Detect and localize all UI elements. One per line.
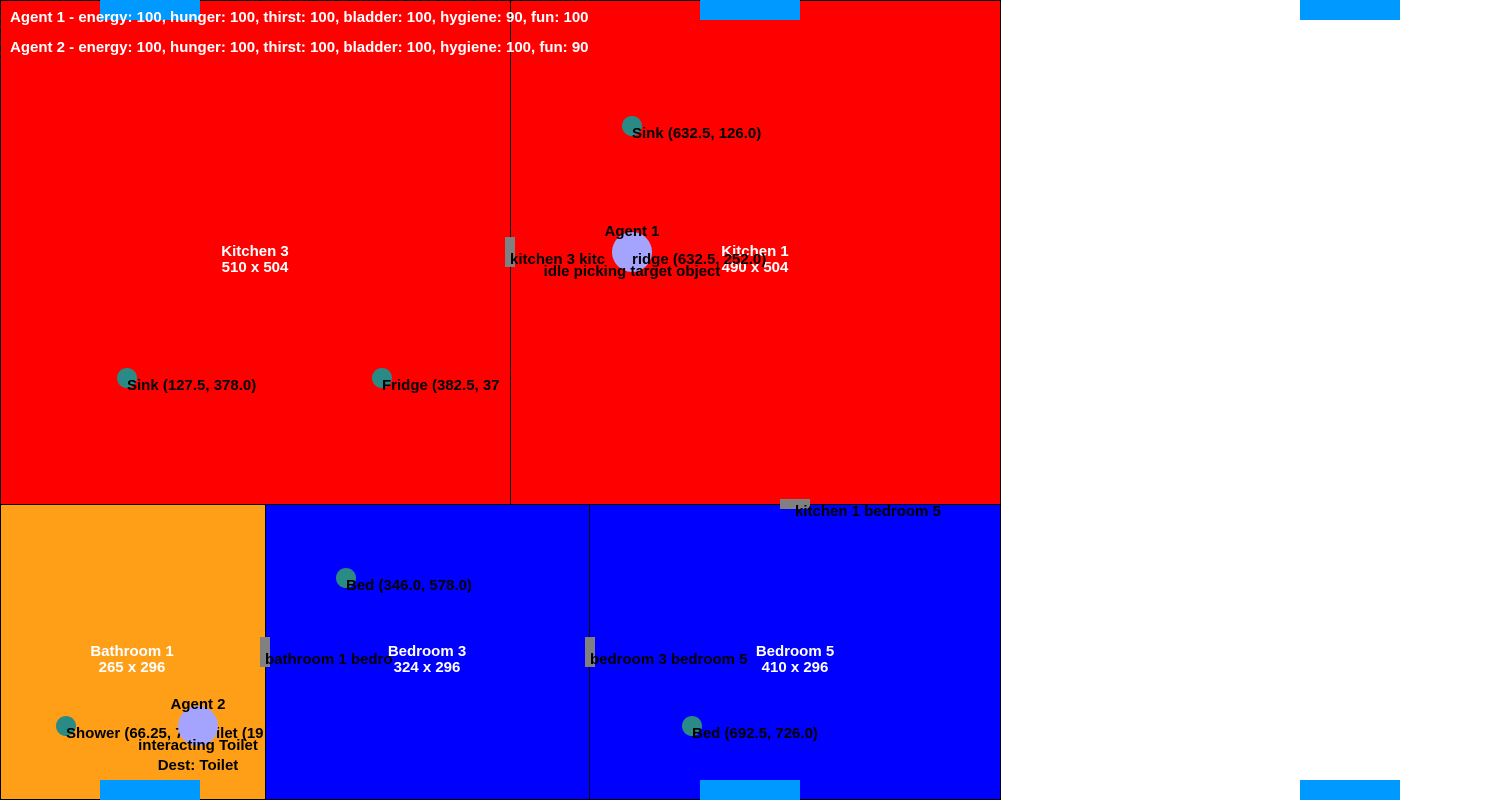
bed-label: Bed (346.0, 578.0) xyxy=(346,577,472,594)
door-kitchen-1-bedroom-5[interactable] xyxy=(780,499,810,509)
door-label: bedroom 3 bedroom 5 xyxy=(590,651,748,668)
room-size: 510 x 504 xyxy=(221,259,289,276)
room-size: 410 x 296 xyxy=(761,659,829,676)
room-name: Kitchen 1 xyxy=(721,243,789,260)
agent-1-status: idle picking target object xyxy=(543,263,721,280)
room-label-bathroom-1: Bathroom 1 265 x 296 xyxy=(90,644,173,676)
bed-object[interactable] xyxy=(682,716,702,736)
agent-2-name: Agent 2 xyxy=(170,696,226,713)
agent-2-status: interacting Toilet xyxy=(138,737,258,754)
vent-bottom-bedroom-5 xyxy=(700,780,800,800)
room-size: 490 x 504 xyxy=(721,259,789,276)
sink-label: Sink (127.5, 378.0) xyxy=(127,377,257,394)
room-label-kitchen-1: Kitchen 1 490 x 504 xyxy=(721,244,789,276)
door-kitchen-3-kitchen-1[interactable] xyxy=(505,237,515,267)
vent-top-kitchen-3 xyxy=(100,0,200,20)
sink-object[interactable] xyxy=(622,116,642,136)
vent-top-kitchen-1 xyxy=(700,0,800,20)
room-name: Bedroom 3 xyxy=(387,643,467,660)
room-size: 324 x 296 xyxy=(393,659,461,676)
agent-1[interactable] xyxy=(612,232,652,272)
agent-1-stats: Agent 1 - energy: 100, hunger: 100, thir… xyxy=(10,9,589,26)
room-label-bedroom-5: Bedroom 5 410 x 296 xyxy=(756,644,834,676)
door-label: bathroom 1 bedro xyxy=(265,651,393,668)
shower-label: Shower (66.25, 7 xyxy=(66,725,184,742)
room-kitchen-1 xyxy=(510,0,1001,505)
agent-1-name: Agent 1 xyxy=(604,223,660,240)
room-label-kitchen-3: Kitchen 3 510 x 504 xyxy=(221,244,289,276)
room-name: Kitchen 3 xyxy=(221,243,289,260)
fridge-label: Fridge (382.5, 37 xyxy=(382,377,500,394)
vent-bottom-outside xyxy=(1300,780,1400,800)
sink-object[interactable] xyxy=(117,368,137,388)
toilet-label: ilet (19 xyxy=(216,725,264,742)
door-bedroom-3-bedroom-5[interactable] xyxy=(585,637,595,667)
vent-bottom-bathroom-1 xyxy=(100,780,200,800)
fridge-object[interactable] xyxy=(372,368,392,388)
room-name: Bedroom 5 xyxy=(755,643,835,660)
room-kitchen-3 xyxy=(0,0,511,505)
agent-2-destination: Dest: Toilet xyxy=(157,757,239,774)
sink-label: Sink (632.5, 126.0) xyxy=(632,125,762,142)
room-label-bedroom-3: Bedroom 3 324 x 296 xyxy=(388,644,466,676)
door-label: kitchen 3 kitc xyxy=(510,251,606,268)
bed-label: Bed (692.5, 726.0) xyxy=(692,725,818,742)
door-label: kitchen 1 bedroom 5 xyxy=(795,503,941,520)
vent-top-outside xyxy=(1300,0,1400,20)
agent-1-target: ridge (632.5, 252.0) xyxy=(632,251,767,268)
room-size: 265 x 296 xyxy=(98,659,166,676)
door-bathroom-1-bedroom-3[interactable] xyxy=(260,637,270,667)
room-name: Bathroom 1 xyxy=(90,643,174,660)
agent-2[interactable] xyxy=(178,706,218,746)
bed-object[interactable] xyxy=(336,568,356,588)
room-bedroom-3 xyxy=(265,504,590,800)
room-bedroom-5 xyxy=(589,504,1001,800)
shower-object[interactable] xyxy=(56,716,76,736)
agent-2-stats: Agent 2 - energy: 100, hunger: 100, thir… xyxy=(10,39,589,56)
